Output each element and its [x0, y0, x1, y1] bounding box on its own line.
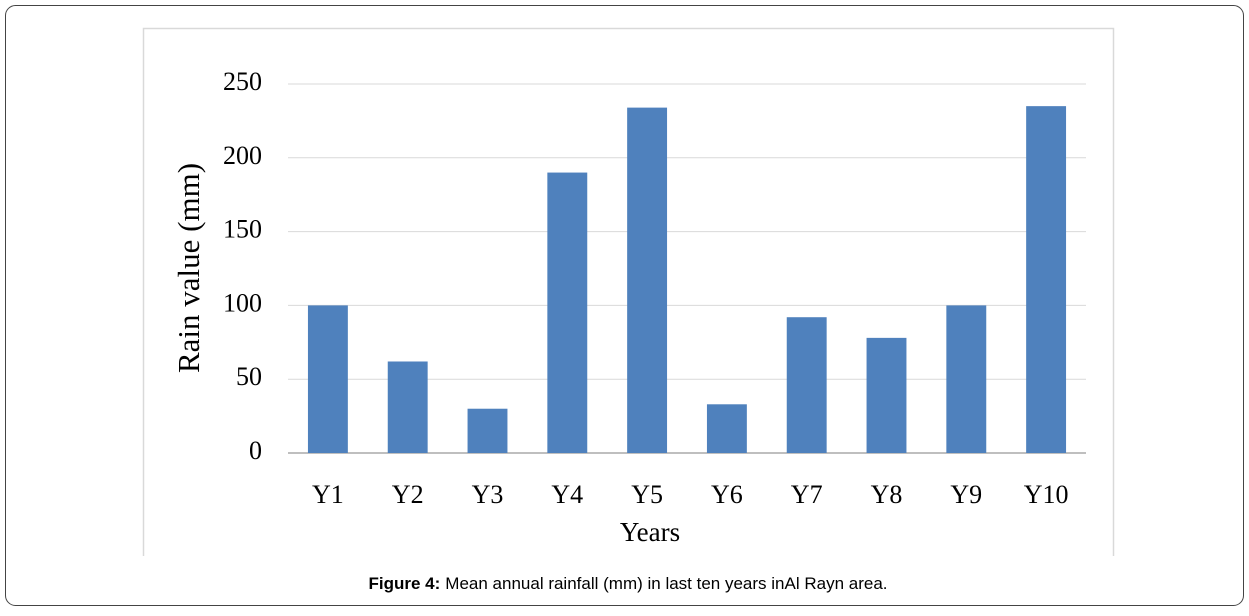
- bar: [706, 404, 747, 453]
- bar: [1026, 106, 1067, 453]
- bar: [866, 337, 907, 453]
- bar: [547, 172, 588, 453]
- y-tick-label: 100: [223, 288, 262, 317]
- x-tick-label: Y7: [791, 480, 823, 509]
- caption: Figure 4: Mean annual rainfall (mm) in la…: [369, 574, 888, 593]
- x-tick-label: Y9: [950, 480, 982, 509]
- x-tick-label: Y3: [472, 480, 504, 509]
- bar: [307, 305, 348, 453]
- y-tick-label: 50: [236, 362, 262, 391]
- x-axis-title: Years: [620, 517, 680, 547]
- x-tick-label: Y6: [711, 480, 743, 509]
- chart-frame: [142, 27, 1115, 556]
- caption-text: Mean annual rainfall (mm) in last ten ye…: [445, 574, 887, 593]
- caption-label: Figure 4:: [369, 574, 441, 593]
- y-axis-title: Rain value (mm): [171, 163, 206, 373]
- bar: [946, 305, 987, 453]
- bar: [627, 107, 668, 453]
- y-tick-label: 250: [223, 67, 262, 96]
- y-tick-label: 0: [249, 436, 262, 465]
- x-tick-label: Y10: [1024, 480, 1069, 509]
- y-tick-label: 150: [223, 215, 262, 244]
- x-tick-label: Y5: [631, 480, 663, 509]
- x-tick-label: Y1: [312, 480, 344, 509]
- figure-frame: [5, 5, 1244, 606]
- x-tick-label: Y8: [871, 480, 903, 509]
- x-tick-label: Y2: [392, 480, 424, 509]
- bar: [467, 408, 508, 453]
- x-tick-label: Y4: [551, 480, 583, 509]
- y-tick-label: 200: [223, 141, 262, 170]
- bar: [786, 317, 827, 453]
- bar: [387, 361, 428, 453]
